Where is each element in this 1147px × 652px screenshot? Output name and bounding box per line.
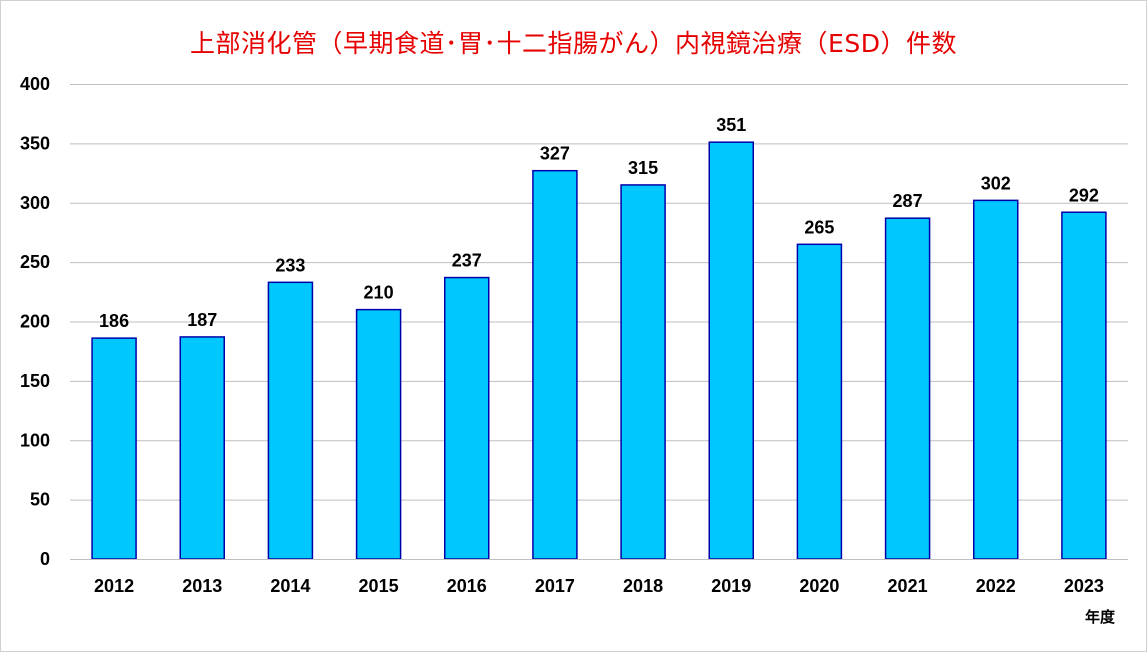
bar-2016 — [444, 276, 490, 560]
data-label-2013: 187 — [187, 310, 217, 330]
y-tick-label: 150 — [20, 371, 50, 391]
bar-2012 — [91, 337, 137, 560]
x-tick-label-2023: 2023 — [1064, 576, 1104, 596]
x-axis-unit-label: 年度 — [1085, 608, 1116, 626]
y-tick-label: 100 — [20, 430, 50, 450]
x-tick-label-2020: 2020 — [799, 576, 839, 596]
x-tick-label-2014: 2014 — [270, 576, 310, 596]
y-axis-ticks: 0 50 100 150 200 250 300 350 400 — [20, 74, 50, 569]
bar-2019 — [708, 141, 754, 560]
chart-title: 上部消化管（早期食道･胃･十二指腸がん）内視鏡治療（ESD）件数 — [190, 29, 957, 58]
x-tick-label-2015: 2015 — [359, 576, 399, 596]
bar-2023 — [1061, 211, 1107, 560]
data-label-2023: 292 — [1069, 185, 1099, 205]
x-tick-label-2019: 2019 — [711, 576, 751, 596]
y-tick-label: 400 — [20, 74, 50, 94]
data-label-2022: 302 — [981, 173, 1011, 193]
x-tick-label-2013: 2013 — [182, 576, 222, 596]
data-labels: 186 187 233 210 237 327 315 351 265 287 302 292 — [99, 115, 1099, 331]
data-label-2020: 265 — [804, 217, 834, 237]
data-label-2017: 327 — [540, 144, 570, 164]
y-tick-label: 350 — [20, 133, 50, 153]
data-label-2015: 210 — [364, 283, 394, 303]
bar-2020 — [796, 243, 843, 560]
x-tick-label-2012: 2012 — [94, 576, 134, 596]
bar-2021 — [884, 217, 931, 560]
data-label-2018: 315 — [628, 158, 658, 178]
bar-2022 — [973, 199, 1019, 560]
data-label-2019: 351 — [716, 115, 746, 135]
x-tick-label-2018: 2018 — [623, 576, 663, 596]
x-tick-label-2021: 2021 — [888, 576, 928, 596]
x-tick-label-2017: 2017 — [535, 576, 575, 596]
bar-2017 — [532, 169, 578, 560]
x-axis-ticks: 2012 2013 2014 2015 2016 2017 2018 2019 2020 2021… — [94, 576, 1104, 596]
y-tick-label: 300 — [20, 193, 50, 213]
bar-2015 — [355, 308, 402, 560]
bar-2018 — [620, 184, 666, 560]
bar-2013 — [179, 336, 225, 560]
data-label-2021: 287 — [893, 191, 923, 211]
x-tick-label-2016: 2016 — [447, 576, 487, 596]
y-tick-label: 50 — [30, 490, 50, 510]
y-tick-label: 0 — [40, 549, 50, 569]
bar-2014 — [267, 281, 314, 560]
gridlines — [70, 84, 1128, 501]
y-tick-label: 200 — [20, 312, 50, 332]
x-tick-label-2022: 2022 — [976, 576, 1016, 596]
y-tick-label: 250 — [20, 252, 50, 272]
bars — [91, 141, 1107, 560]
data-label-2012: 186 — [99, 311, 129, 331]
data-label-2016: 237 — [452, 251, 482, 271]
data-label-2014: 233 — [275, 255, 305, 275]
